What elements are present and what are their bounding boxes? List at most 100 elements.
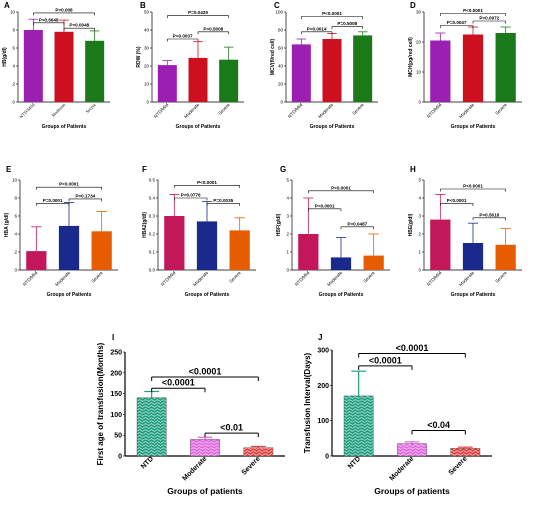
y-tick-label: 2 bbox=[14, 250, 17, 255]
x-tick-label: Moderate bbox=[458, 102, 475, 119]
bar-ntd bbox=[343, 395, 374, 457]
p-value-label: P=0.0487 bbox=[347, 221, 367, 226]
panel-letter: J bbox=[318, 333, 322, 342]
bar-severe bbox=[229, 230, 250, 270]
bar-ntd-mild bbox=[298, 234, 319, 270]
bar-moderate bbox=[330, 257, 352, 270]
bar-severe bbox=[219, 59, 239, 102]
y-tick-label: 4 bbox=[286, 196, 289, 201]
x-axis-label: Groups of Patients bbox=[176, 124, 221, 130]
x-tick-label: Severe bbox=[241, 455, 262, 476]
x-tick-label: Severe bbox=[228, 270, 242, 284]
y-axis-label: HBF(g/dl) bbox=[276, 213, 282, 236]
y-tick-label: 40 bbox=[144, 28, 150, 33]
x-tick-label: NTD/Mild bbox=[426, 270, 443, 287]
bar-moderate bbox=[58, 225, 80, 270]
bar-moderate bbox=[397, 443, 427, 457]
bar-moderate bbox=[462, 243, 484, 270]
y-tick-label: 0 bbox=[12, 100, 15, 105]
y-tick-label: 4 bbox=[418, 196, 421, 201]
panel-letter: G bbox=[280, 165, 286, 174]
y-tick-label: 5 bbox=[286, 178, 289, 183]
bar-ntd-mild bbox=[23, 30, 43, 102]
y-tick-label: 2 bbox=[12, 82, 15, 87]
p-value-label: <0.0001 bbox=[189, 366, 222, 376]
bar-severe bbox=[450, 448, 481, 457]
x-axis-label: Groups of Patients bbox=[47, 292, 92, 298]
y-tick-label: 80 bbox=[278, 28, 284, 33]
p-value-label: P<0.0001 bbox=[315, 203, 335, 208]
bar-moderate bbox=[188, 57, 208, 102]
x-tick-label: Moderate bbox=[388, 455, 415, 482]
bar-moderate bbox=[322, 39, 342, 102]
p-value-label: P<0.0001 bbox=[197, 180, 217, 185]
x-tick-label: NTD/Mild bbox=[18, 102, 36, 120]
panel-letter: B bbox=[140, 1, 146, 10]
p-value-label: P=0.0048 bbox=[69, 23, 89, 28]
panel-letter: C bbox=[274, 1, 280, 10]
p-value-label: P=0.0014 bbox=[307, 26, 327, 31]
y-tick-label: 0.0 bbox=[149, 268, 156, 273]
panel-letter: F bbox=[142, 165, 147, 174]
x-axis-label: Groups of Patients bbox=[451, 292, 496, 298]
x-tick-label: Moderate bbox=[326, 270, 343, 287]
bar-severe bbox=[91, 231, 112, 270]
x-tick-label: Moderate bbox=[183, 102, 200, 119]
x-tick-label: Severe bbox=[351, 102, 365, 116]
panel-letter: D bbox=[410, 1, 416, 10]
y-tick-label: 40 bbox=[278, 64, 284, 69]
y-tick-label: 60 bbox=[278, 46, 284, 51]
y-axis-label: MCH(pg/red cell) bbox=[408, 37, 414, 77]
bar-moderate bbox=[54, 31, 74, 102]
bar-moderate bbox=[462, 34, 484, 102]
bar-ntd-mild bbox=[26, 251, 47, 270]
p-value-label: <0.01 bbox=[220, 423, 243, 433]
bar-severe bbox=[353, 35, 373, 102]
y-tick-label: 3 bbox=[418, 214, 421, 219]
x-axis-label: Groups of patients bbox=[167, 486, 243, 496]
bar-ntd-mild bbox=[430, 219, 451, 270]
panel-f: F 0.0 0.1 0.2 0.3 0.4 0.5 HBA2(g/dl) NTD/Mild Mod… bbox=[142, 165, 256, 298]
y-tick-label: 0 bbox=[146, 100, 149, 105]
y-tick-label: 30 bbox=[144, 46, 150, 51]
y-tick-label: 10 bbox=[10, 10, 16, 15]
p-value-label: P=0.1734 bbox=[75, 193, 95, 198]
y-tick-label: 30 bbox=[416, 10, 422, 15]
bar-severe bbox=[243, 447, 274, 457]
y-axis-label: MCV(fl/red cell) bbox=[270, 38, 276, 75]
x-tick-label: NTD/Mild bbox=[153, 102, 170, 119]
p-value-label: P=0.0972 bbox=[479, 16, 499, 21]
bar-severe bbox=[495, 33, 516, 102]
p-value-label: P<0.0001 bbox=[463, 184, 483, 189]
y-tick-label: 8 bbox=[14, 196, 17, 201]
panel-i: I 0 50 100 150 200 250 First age of transfusion… bbox=[96, 333, 285, 496]
x-tick-label: Moderate bbox=[458, 270, 475, 287]
x-axis-label: Groups of Patients bbox=[185, 292, 230, 298]
x-tick-label: Severe bbox=[448, 455, 469, 476]
y-tick-label: 0 bbox=[418, 100, 421, 105]
y-tick-label: 2 bbox=[418, 232, 421, 237]
x-tick-label: Moderate bbox=[317, 102, 334, 119]
panel-letter: A bbox=[4, 1, 10, 10]
y-tick-label: 1 bbox=[418, 250, 421, 255]
y-tick-label: 50 bbox=[144, 10, 150, 15]
panel-h: H 0 1 2 3 4 5 HBE(g/dl) NTD/Mild Moderate Severe Gr… bbox=[408, 165, 522, 298]
p-value-label: P=0.0035 bbox=[213, 198, 233, 203]
p-value-label: P<0.0001 bbox=[59, 182, 79, 187]
y-axis-label: First age of transfusion(Months) bbox=[96, 342, 105, 465]
p-value-label: P=0.008 bbox=[55, 7, 73, 12]
bar-severe bbox=[363, 255, 384, 270]
y-tick-label: 4 bbox=[14, 232, 17, 237]
y-tick-label: 0 bbox=[286, 268, 289, 273]
p-value-label: P=0.0037 bbox=[173, 34, 193, 39]
y-tick-label: 8 bbox=[12, 28, 15, 33]
y-tick-label: 300 bbox=[317, 348, 329, 355]
x-tick-label: NTD bbox=[140, 455, 155, 470]
x-tick-label: Severe bbox=[362, 270, 376, 284]
y-axis-label: Transfusion Interval(Days) bbox=[303, 352, 312, 453]
p-value-label: P=0.0001 bbox=[43, 198, 63, 203]
y-tick-label: 10 bbox=[12, 178, 18, 183]
bar-ntd-mild bbox=[164, 216, 185, 270]
y-axis-label: HB(g/dl) bbox=[2, 47, 8, 67]
x-tick-label: NTD/Mild bbox=[287, 102, 304, 119]
